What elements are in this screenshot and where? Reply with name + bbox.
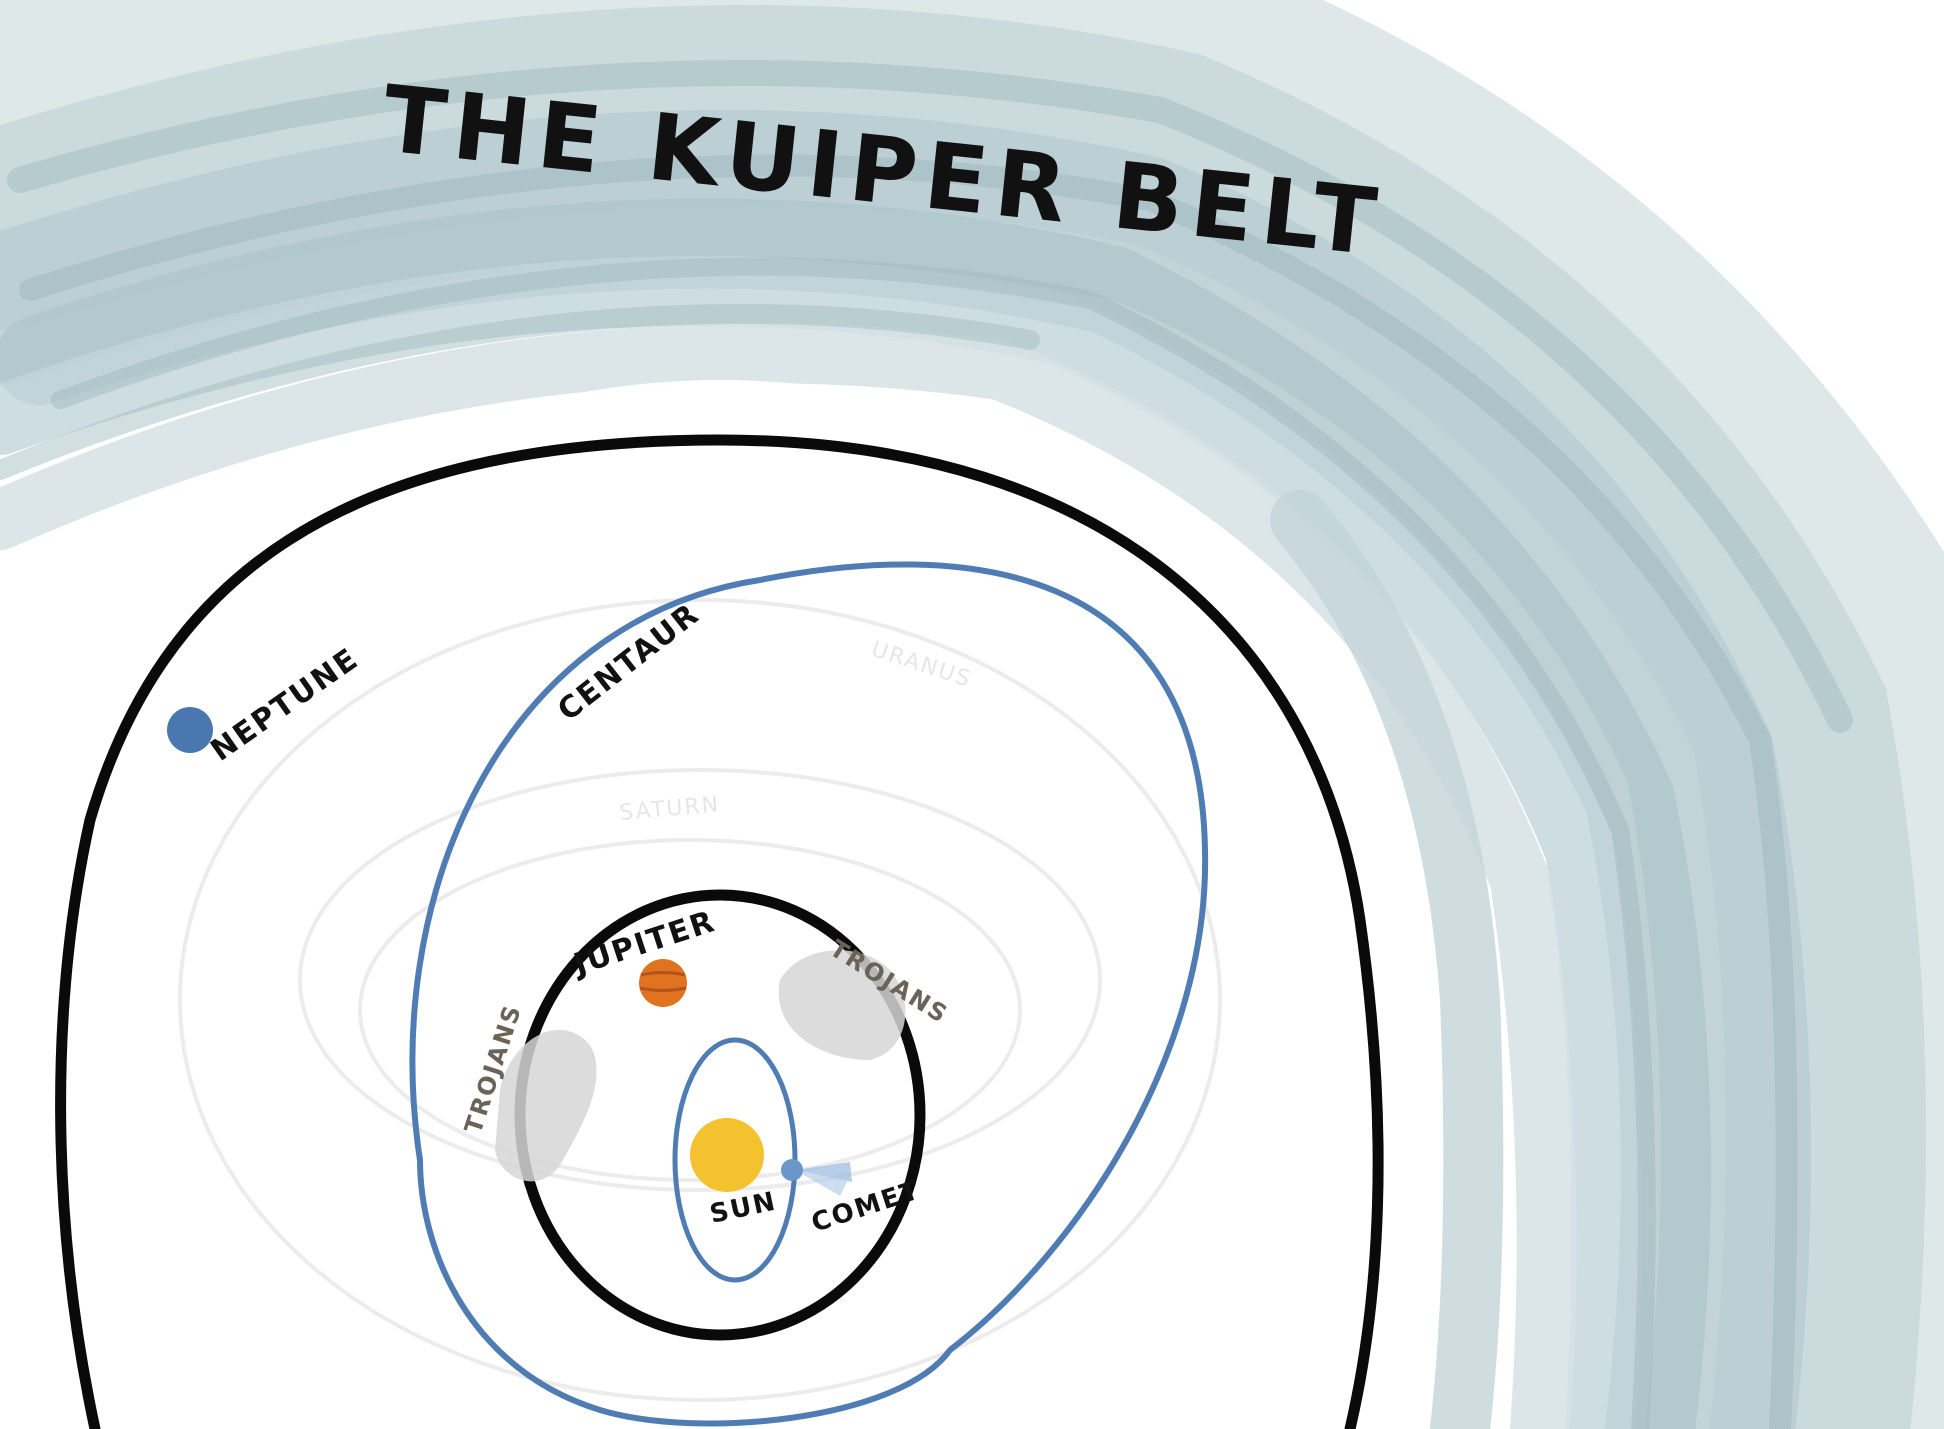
uranus-orbit [178, 598, 1222, 1402]
saturn-orbit [298, 768, 1102, 1192]
faint-orbits [178, 598, 1222, 1402]
neptune-orbit [55, 434, 1384, 1429]
comet [781, 1159, 852, 1196]
trojans-right-cloud [778, 950, 906, 1060]
inner-space [40, 380, 1400, 1429]
neptune-planet [167, 707, 213, 753]
inner-faint-orbit [358, 838, 1022, 1182]
sun [690, 1118, 764, 1192]
trojans-left-cloud [495, 1029, 597, 1182]
centaur-orbit [409, 561, 1209, 1427]
jupiter-planet [639, 959, 687, 1007]
